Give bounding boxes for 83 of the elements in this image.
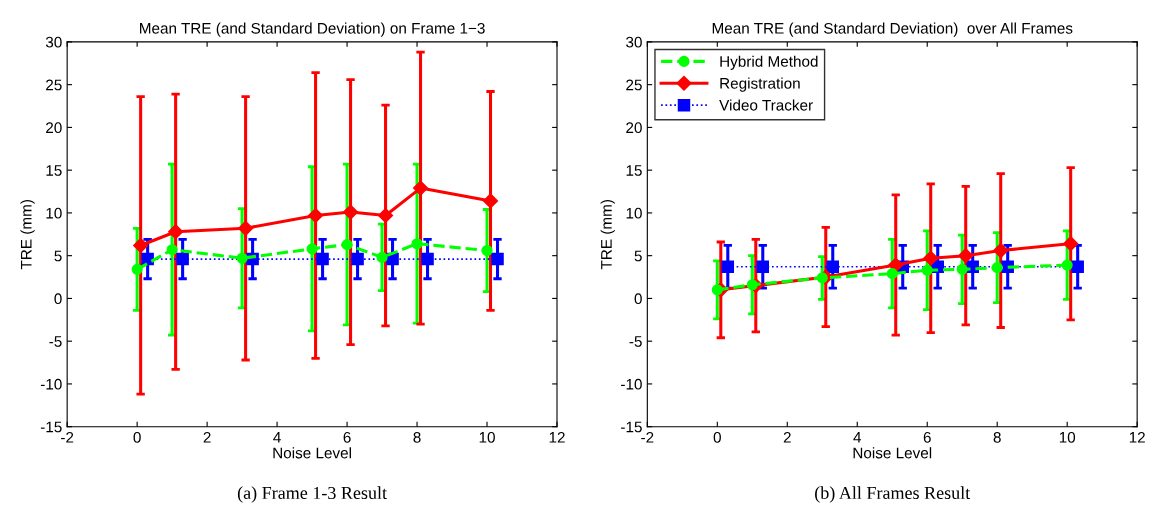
legend-label: Video Tracker bbox=[719, 99, 813, 111]
y-tick-label: 20 bbox=[46, 122, 62, 134]
y-tick-label: -15 bbox=[40, 421, 62, 433]
y-tick-label: -5 bbox=[49, 336, 62, 347]
chart-title: Mean TRE (and Standard Deviation) over All Frames bbox=[712, 22, 1073, 37]
y-tick-label: 10 bbox=[46, 207, 62, 219]
point bbox=[921, 264, 933, 276]
y-axis-title: TRE (mm) bbox=[600, 200, 615, 270]
point bbox=[141, 252, 154, 266]
y-tick-label: -5 bbox=[629, 336, 642, 347]
point bbox=[711, 284, 723, 296]
y-tick-label: 25 bbox=[46, 79, 62, 91]
point bbox=[411, 238, 423, 250]
y-tick-label: 30 bbox=[45, 36, 62, 48]
x-tick-label: 0 bbox=[133, 431, 141, 443]
point bbox=[816, 272, 828, 284]
point bbox=[306, 243, 318, 255]
point bbox=[481, 244, 493, 257]
x-axis-title: Noise Level bbox=[273, 447, 351, 459]
point bbox=[176, 252, 189, 266]
point bbox=[166, 244, 178, 256]
x-tick-label: 4 bbox=[853, 432, 862, 443]
point bbox=[923, 250, 939, 266]
point bbox=[888, 257, 904, 273]
y-tick-label: 30 bbox=[626, 36, 642, 48]
y-axis-title: TRE (mm) bbox=[20, 200, 35, 270]
point bbox=[756, 260, 770, 274]
y-tick-label: 5 bbox=[634, 250, 642, 262]
point bbox=[721, 260, 735, 274]
x-tick-label: 12 bbox=[1129, 431, 1145, 443]
x-tick-label: 0 bbox=[713, 431, 721, 443]
y-tick-label: 10 bbox=[626, 207, 642, 219]
x-tick-label: 4 bbox=[273, 432, 281, 443]
point bbox=[131, 263, 143, 275]
point bbox=[746, 279, 758, 291]
y-tick-label: 25 bbox=[626, 79, 642, 91]
x-tick-label: 8 bbox=[413, 431, 421, 443]
point bbox=[236, 252, 248, 264]
point bbox=[991, 262, 1003, 274]
text: (a) Frame 1-3 Result bbox=[237, 486, 387, 503]
point bbox=[377, 207, 394, 224]
point bbox=[958, 248, 974, 264]
x-tick-label: 10 bbox=[479, 431, 495, 443]
x-tick-label: 2 bbox=[203, 431, 211, 443]
x-tick-label: 2 bbox=[783, 431, 791, 443]
point bbox=[412, 180, 429, 196]
x-tick-label: 6 bbox=[343, 431, 351, 443]
point bbox=[341, 238, 353, 251]
point bbox=[351, 252, 364, 266]
point bbox=[238, 220, 254, 236]
point bbox=[956, 263, 968, 275]
legend-label: Hybrid Method bbox=[720, 55, 818, 70]
point bbox=[316, 252, 329, 266]
y-tick-label: 15 bbox=[626, 165, 642, 176]
x-tick-label: 8 bbox=[993, 431, 1001, 443]
y-tick-label: 20 bbox=[626, 122, 642, 134]
chart-title: Mean TRE (and Standard Deviation) on Frame 1−3 bbox=[140, 22, 485, 37]
x-tick-label: -2 bbox=[61, 431, 74, 443]
x-axis-title: Noise Level bbox=[853, 447, 932, 459]
point bbox=[1061, 259, 1073, 271]
point bbox=[421, 252, 434, 266]
x-tick-label: -2 bbox=[641, 431, 654, 443]
point bbox=[376, 251, 388, 263]
point bbox=[342, 204, 359, 220]
point bbox=[482, 193, 499, 209]
y-tick-label: 0 bbox=[634, 293, 642, 305]
text: (b) All Frames Result bbox=[815, 486, 971, 503]
point bbox=[826, 260, 840, 274]
y-tick-label: 5 bbox=[54, 250, 62, 262]
x-tick-label: 6 bbox=[923, 431, 931, 443]
point bbox=[491, 252, 504, 266]
y-tick-label: -15 bbox=[621, 421, 642, 433]
legend-label: Registration bbox=[720, 77, 800, 92]
x-tick-label: 10 bbox=[1059, 431, 1076, 443]
point bbox=[308, 207, 324, 224]
point bbox=[886, 268, 898, 280]
point bbox=[1071, 260, 1084, 274]
x-tick-label: 12 bbox=[549, 431, 565, 443]
y-tick-label: -10 bbox=[40, 378, 62, 390]
y-tick-label: 0 bbox=[54, 293, 62, 305]
y-tick-label: -10 bbox=[621, 378, 642, 390]
y-tick-label: 15 bbox=[46, 165, 62, 176]
point bbox=[993, 242, 1009, 259]
